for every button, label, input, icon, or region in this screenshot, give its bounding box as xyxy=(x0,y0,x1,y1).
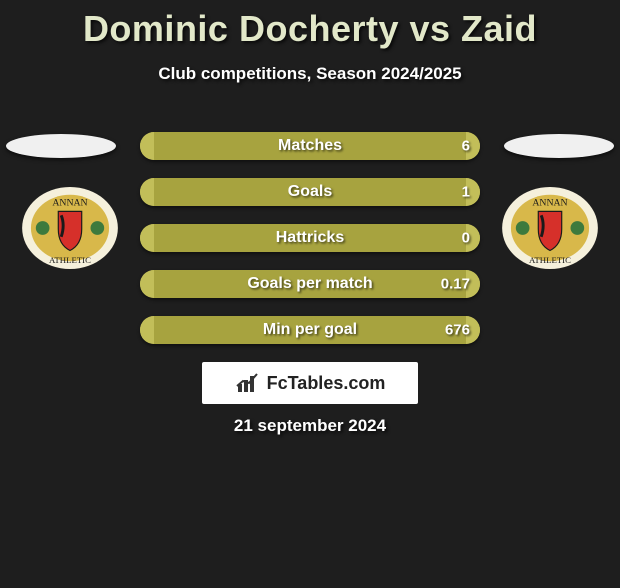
club-badge-right: ANNAN ATHLETIC xyxy=(501,186,599,270)
flag-left xyxy=(6,134,116,158)
bar-edge-left xyxy=(140,224,154,252)
stat-label: Matches xyxy=(140,137,480,155)
stat-value-right: 676 xyxy=(445,322,470,339)
bar-edge-left xyxy=(140,132,154,160)
badge-top-text-right: ANNAN xyxy=(532,198,567,209)
stat-label: Min per goal xyxy=(140,321,480,339)
stat-row-hattricks: Hattricks 0 xyxy=(140,224,480,252)
bar-edge-left xyxy=(140,178,154,206)
page-subtitle: Club competitions, Season 2024/2025 xyxy=(0,64,620,84)
stat-row-matches: Matches 6 xyxy=(140,132,480,160)
stat-label: Goals xyxy=(140,183,480,201)
stat-row-min-per-goal: Min per goal 676 xyxy=(140,316,480,344)
badge-top-text-left: ANNAN xyxy=(52,198,87,209)
stat-value-right: 0 xyxy=(462,230,470,247)
page-title: Dominic Docherty vs Zaid xyxy=(0,8,620,50)
bar-edge-left xyxy=(140,316,154,344)
badge-bottom-text-left: ATHLETIC xyxy=(49,255,91,265)
stat-row-goals-per-match: Goals per match 0.17 xyxy=(140,270,480,298)
stat-value-right: 6 xyxy=(462,138,470,155)
flag-right xyxy=(504,134,614,158)
stat-value-right: 1 xyxy=(462,184,470,201)
club-badge-left: ANNAN ATHLETIC xyxy=(21,186,119,270)
date-line: 21 september 2024 xyxy=(0,416,620,436)
stat-value-right: 0.17 xyxy=(441,276,470,293)
stat-label: Hattricks xyxy=(140,229,480,247)
brand-text: FcTables.com xyxy=(267,373,386,394)
badge-bottom-text-right: ATHLETIC xyxy=(529,255,571,265)
bar-edge-left xyxy=(140,270,154,298)
stat-row-goals: Goals 1 xyxy=(140,178,480,206)
brand-chart-icon xyxy=(235,372,261,394)
brand-box: FcTables.com xyxy=(202,362,418,404)
stat-label: Goals per match xyxy=(140,275,480,293)
stats-rows: Matches 6 Goals 1 Hattricks 0 Goals per … xyxy=(140,132,480,362)
